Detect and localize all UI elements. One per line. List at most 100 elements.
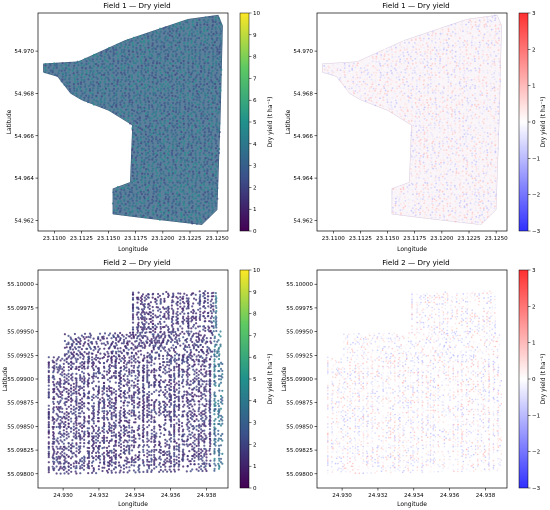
yield-point: [443, 136, 446, 139]
yield-point: [143, 68, 146, 71]
yield-point: [198, 60, 202, 63]
yield-point: [470, 159, 473, 162]
yield-point: [412, 46, 415, 48]
yield-point: [194, 63, 197, 66]
yield-point: [390, 104, 393, 107]
yield-point: [454, 122, 457, 125]
yield-point: [146, 161, 149, 164]
yield-point: [175, 200, 179, 203]
yield-point: [81, 66, 84, 69]
yield-point: [217, 99, 221, 102]
yield-point: [453, 71, 456, 73]
yield-point: [453, 68, 456, 71]
yield-point: [49, 69, 52, 72]
yield-point: [384, 102, 386, 104]
yield-point: [119, 193, 122, 196]
yield-point: [392, 91, 395, 94]
yield-point: [465, 179, 468, 181]
yield-point: [455, 172, 458, 174]
yield-point: [210, 106, 213, 109]
yield-point: [430, 183, 433, 186]
yield-point: [466, 184, 469, 186]
yield-point: [215, 108, 218, 111]
yield-point: [80, 89, 83, 93]
yield-point: [435, 65, 438, 68]
yield-point: [414, 149, 416, 151]
yield-point: [191, 52, 194, 56]
yield-point: [497, 49, 500, 51]
yield-point: [147, 88, 150, 91]
yield-point: [194, 161, 197, 164]
yield-point: [489, 172, 492, 174]
yield-point: [188, 153, 191, 156]
yield-point: [403, 76, 405, 78]
yield-point: [204, 154, 207, 157]
yield-point: [462, 120, 464, 123]
yield-point: [184, 154, 187, 157]
yield-point: [466, 213, 469, 216]
yield-point: [466, 163, 469, 166]
yield-point: [342, 78, 345, 81]
yield-point: [141, 152, 144, 155]
yield-point: [175, 29, 178, 33]
yield-point: [493, 186, 495, 189]
yield-point: [204, 217, 207, 220]
yield-point: [145, 151, 148, 154]
yield-point: [399, 193, 401, 195]
yield-point: [202, 152, 205, 155]
yield-point: [196, 200, 199, 203]
yield-point: [482, 207, 485, 210]
yield-point: [462, 175, 465, 177]
yield-point: [198, 73, 201, 76]
yield-point: [214, 204, 217, 207]
yield-point: [188, 188, 191, 191]
yield-point: [447, 46, 450, 49]
yield-point: [445, 49, 448, 52]
yield-point: [457, 167, 460, 170]
yield-point: [188, 33, 191, 36]
yield-point: [382, 99, 385, 101]
yield-point: [183, 151, 187, 154]
yield-point: [420, 205, 422, 208]
yield-point: [418, 195, 420, 197]
yield-point: [198, 57, 201, 61]
yield-point: [203, 64, 206, 68]
yield-point: [461, 140, 464, 142]
yield-point: [188, 209, 191, 212]
yield-point: [386, 64, 389, 67]
yield-point: [155, 126, 158, 129]
yield-point: [482, 16, 485, 19]
yield-point: [348, 67, 350, 70]
yield-point: [403, 83, 406, 86]
yield-point: [125, 108, 128, 111]
yield-point: [164, 106, 167, 109]
yield-point: [128, 469, 131, 472]
yield-point: [211, 41, 214, 44]
yield-point: [400, 212, 402, 214]
yield-point: [160, 168, 163, 171]
yield-point: [160, 142, 163, 145]
yield-point: [469, 30, 472, 32]
yield-point: [153, 102, 156, 105]
yield-point: [216, 149, 219, 152]
yield-point: [414, 120, 417, 123]
yield-point: [140, 71, 143, 74]
yield-point: [207, 139, 210, 142]
yield-point: [199, 26, 202, 29]
yield-point: [182, 137, 185, 140]
yield-point: [115, 105, 118, 108]
yield-point: [466, 145, 468, 148]
yield-point: [438, 115, 441, 118]
yield-point: [202, 75, 205, 78]
yield-point: [420, 56, 422, 59]
yield-point: [419, 161, 421, 163]
yield-point: [170, 62, 173, 65]
yield-point: [211, 55, 215, 58]
yield-point: [447, 127, 450, 130]
yield-point: [182, 23, 185, 26]
yield-point: [196, 33, 199, 36]
yield-point: [187, 23, 190, 26]
yield-point: [450, 35, 452, 37]
yield-point: [479, 152, 482, 155]
